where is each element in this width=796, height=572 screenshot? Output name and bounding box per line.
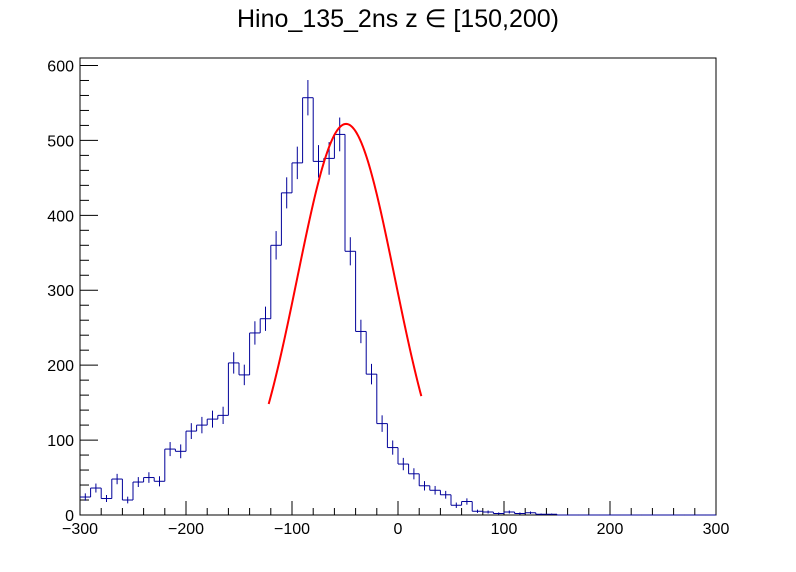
histogram-bin xyxy=(345,237,357,332)
histogram-bin xyxy=(525,511,537,515)
x-tick-label: −300 xyxy=(62,521,98,538)
histogram-bin xyxy=(514,512,526,515)
chart-title: Hino_135_2ns z ∈ [150,200) xyxy=(237,5,559,33)
histogram-bin xyxy=(313,145,325,178)
histogram-bin xyxy=(440,490,452,506)
x-tick-label: 100 xyxy=(491,521,518,538)
histogram-bin xyxy=(270,192,282,260)
histogram-bin xyxy=(292,97,304,180)
histogram-bin xyxy=(451,501,463,508)
x-tick-label: −200 xyxy=(168,521,204,538)
histogram-bin xyxy=(260,245,272,331)
x-tick-label: 0 xyxy=(394,521,403,538)
gaussian-fit-curve xyxy=(267,122,423,405)
histogram-bin xyxy=(493,512,505,515)
histogram-bin xyxy=(164,442,176,457)
histogram-bin xyxy=(482,510,494,514)
axis-ticks: −300 −200 −100 0 100 200 300 0 100 200 300 400 500 60… xyxy=(47,58,729,538)
histogram-bin xyxy=(355,319,367,375)
histogram-bin xyxy=(239,332,251,386)
y-tick-label: 100 xyxy=(47,433,74,450)
histogram-bin xyxy=(122,482,134,504)
x-tick-label: 300 xyxy=(703,521,730,538)
histogram-bin xyxy=(186,423,198,440)
histogram-bin xyxy=(133,477,145,488)
histogram-bin xyxy=(334,117,346,252)
histogram-bin xyxy=(376,415,388,448)
histogram-bin xyxy=(461,498,473,512)
x-tick-label: −100 xyxy=(274,521,310,538)
histogram-bin xyxy=(207,410,219,428)
histogram-bin xyxy=(535,513,547,515)
plot-frame xyxy=(79,57,717,516)
histogram-bin xyxy=(429,485,441,495)
histogram-bin xyxy=(111,473,123,501)
histogram-bin xyxy=(366,363,378,424)
histogram-bin xyxy=(472,509,484,513)
histogram-bin xyxy=(398,457,410,474)
histogram-bin xyxy=(504,510,516,514)
histogram-bin xyxy=(101,479,113,503)
y-tick-label: 500 xyxy=(47,133,74,150)
y-tick-label: 600 xyxy=(47,58,74,75)
histogram-bin xyxy=(80,488,92,501)
histogram-bin xyxy=(281,162,293,209)
histogram-bin xyxy=(217,362,229,424)
histogram-bin xyxy=(419,481,431,491)
y-tick-label: 400 xyxy=(47,208,74,225)
histogram-bin xyxy=(196,416,208,434)
y-tick-label: 200 xyxy=(47,358,74,375)
histogram-bin xyxy=(387,440,399,465)
histogram-bin xyxy=(143,472,155,483)
histogram-bin xyxy=(154,449,166,487)
histogram-bin xyxy=(249,318,261,345)
y-tick-label: 0 xyxy=(65,508,74,525)
histogram-bin xyxy=(90,483,102,499)
x-tick-label: 200 xyxy=(597,521,624,538)
histogram-bin xyxy=(228,352,240,375)
histogram-bin xyxy=(302,80,314,162)
histogram-bin xyxy=(175,431,187,459)
histogram-bin xyxy=(408,468,420,486)
y-tick-label: 300 xyxy=(47,283,74,300)
